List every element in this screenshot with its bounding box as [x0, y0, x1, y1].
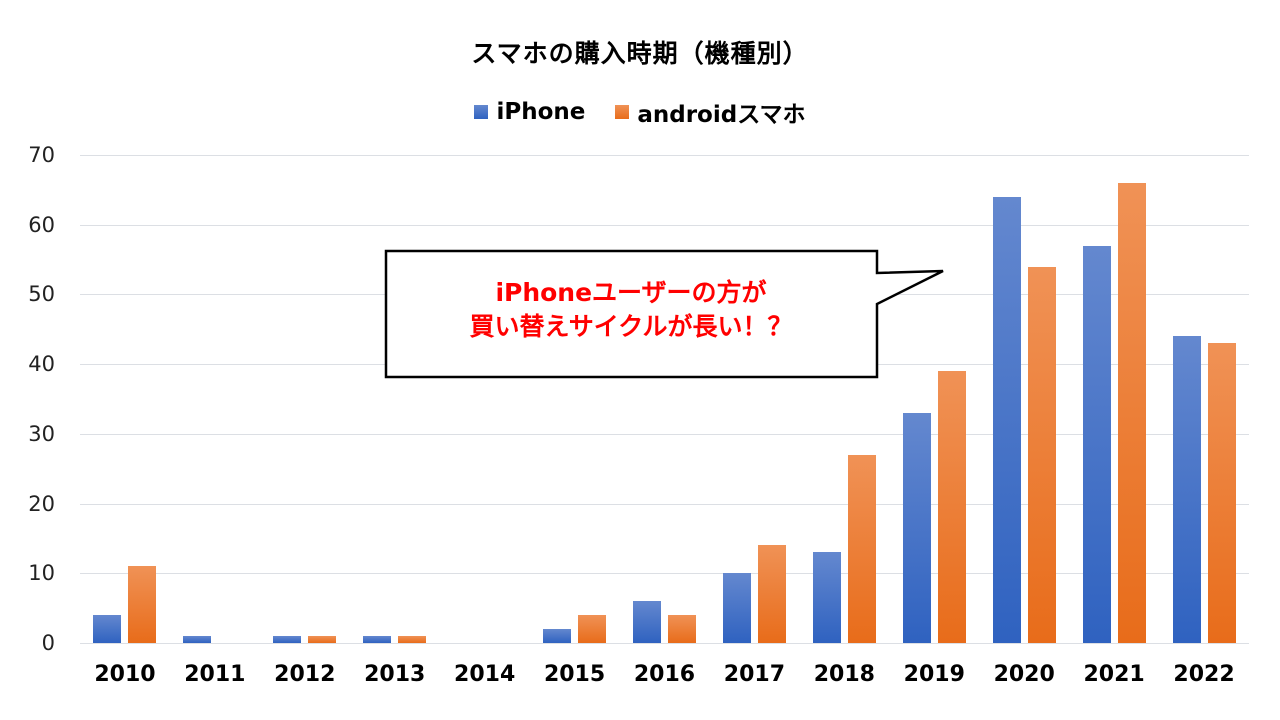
callout-line-1: iPhoneユーザーの方が — [495, 278, 767, 307]
gridline — [80, 643, 1249, 644]
x-tick-label: 2011 — [184, 662, 246, 687]
x-tick-label: 2015 — [543, 662, 606, 687]
bar-iphone-2019[interactable] — [902, 412, 931, 643]
chart-title: スマホの購入時期（機種別） — [471, 39, 809, 68]
x-tick-label: 2021 — [1083, 662, 1145, 687]
bar-iphone-2011[interactable] — [183, 636, 212, 643]
legend-item-iphone[interactable]: iPhone — [474, 95, 585, 129]
legend: iPhone androidスマホ — [0, 95, 1280, 129]
bar-iphone-2017[interactable] — [722, 573, 751, 643]
y-tick-label: 20 — [28, 491, 55, 516]
x-tick-label: 2012 — [274, 662, 336, 687]
gridline — [80, 155, 1249, 156]
x-tick-label: 2016 — [633, 662, 696, 687]
x-tick-label: 2020 — [993, 662, 1055, 687]
bar-android-2021[interactable] — [1117, 182, 1146, 643]
bar-iphone-2010[interactable] — [93, 615, 122, 643]
bar-android-2013[interactable] — [398, 636, 427, 643]
x-tick-label: 2018 — [813, 662, 875, 687]
bar-android-2022[interactable] — [1207, 343, 1236, 643]
y-tick-label: 40 — [28, 352, 55, 377]
gridline — [80, 224, 1249, 226]
legend-item-android[interactable]: androidスマホ — [615, 95, 806, 129]
legend-label-iphone: iPhone — [496, 99, 586, 125]
bar-iphone-2020[interactable] — [992, 196, 1021, 643]
y-tick-label: 10 — [28, 561, 55, 586]
bar-android-2010[interactable] — [128, 566, 157, 643]
bar-android-2015[interactable] — [578, 615, 607, 643]
gridline — [80, 503, 1249, 505]
plot-area — [80, 155, 1249, 644]
y-tick-label: 0 — [41, 631, 55, 655]
bar-android-2012[interactable] — [308, 636, 337, 643]
x-tick-label: 2010 — [94, 662, 156, 687]
legend-swatch-android — [615, 105, 630, 119]
bar-iphone-2016[interactable] — [633, 601, 661, 643]
bar-iphone-2015[interactable] — [543, 629, 572, 643]
x-tick-label: 2014 — [454, 662, 516, 687]
y-tick-label: 70 — [28, 143, 55, 167]
bar-android-2019[interactable] — [937, 371, 966, 643]
bar-iphone-2018[interactable] — [812, 552, 841, 643]
x-tick-label: 2022 — [1173, 662, 1235, 687]
y-tick-label: 30 — [28, 421, 55, 446]
x-tick-label: 2013 — [364, 662, 426, 687]
x-tick-label: 2019 — [903, 662, 965, 687]
bar-iphone-2013[interactable] — [363, 636, 392, 643]
bar-android-2020[interactable] — [1027, 266, 1056, 643]
gridline — [80, 573, 1249, 575]
x-tick-label: 2017 — [723, 662, 786, 687]
callout-line-2: 買い替えサイクルが長い！？ — [469, 312, 793, 341]
y-tick-label: 60 — [28, 212, 55, 237]
legend-label-android: androidスマホ — [637, 102, 806, 128]
legend-swatch-iphone — [474, 105, 489, 119]
bar-android-2018[interactable] — [847, 454, 876, 643]
gridline — [80, 433, 1249, 435]
y-tick-label: 50 — [28, 282, 55, 307]
bar-android-2016[interactable] — [668, 615, 696, 643]
bar-iphone-2022[interactable] — [1172, 336, 1201, 643]
bar-iphone-2012[interactable] — [273, 636, 302, 643]
bar-android-2017[interactable] — [757, 545, 786, 643]
bar-iphone-2021[interactable] — [1082, 245, 1111, 643]
callout-text: iPhoneユーザーの方が 買い替えサイクルが長い！？ — [386, 276, 876, 344]
